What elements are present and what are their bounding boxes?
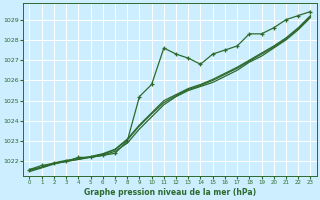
X-axis label: Graphe pression niveau de la mer (hPa): Graphe pression niveau de la mer (hPa): [84, 188, 256, 197]
